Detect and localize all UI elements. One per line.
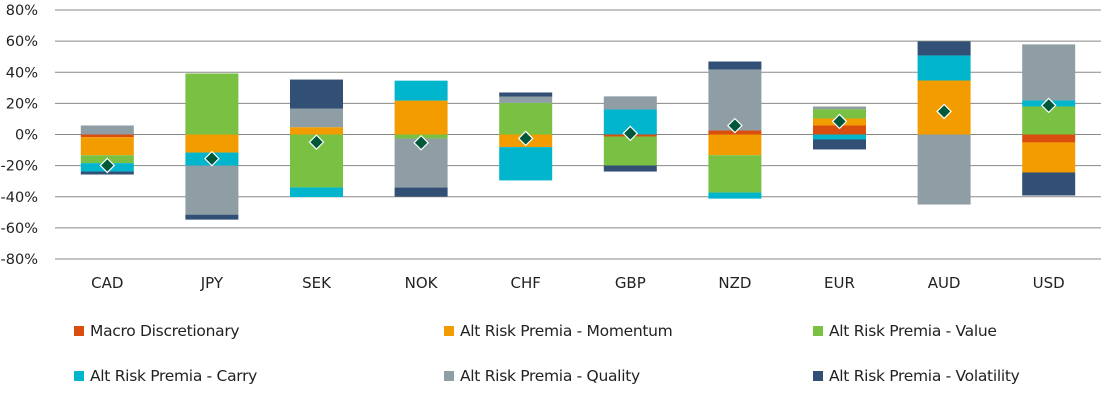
y-tick-label: 60% — [6, 34, 38, 50]
bar-segment — [813, 134, 866, 140]
bar-segment — [813, 106, 866, 110]
x-tick-label: SEK — [302, 274, 332, 292]
bar-segment — [917, 41, 971, 56]
y-tick-label: 0% — [15, 128, 38, 144]
y-tick-label: 80% — [6, 3, 38, 19]
bar-segment — [290, 108, 343, 128]
legend-label: Alt Risk Premia - Value — [829, 322, 997, 340]
y-tick-label: -20% — [1, 159, 38, 175]
bars — [80, 41, 1076, 220]
bar-segment — [499, 102, 553, 135]
bar-segment — [603, 96, 657, 110]
bar-segment — [394, 100, 448, 135]
bar-segment — [290, 127, 343, 135]
bar-segment — [813, 139, 866, 150]
x-tick-label: NOK — [405, 274, 439, 292]
total-markers — [99, 97, 1057, 174]
bar-segment — [708, 61, 762, 70]
y-tick-label: -60% — [1, 221, 38, 237]
legend-label: Alt Risk Premia - Momentum — [460, 322, 673, 340]
bar-stack-aud — [917, 41, 971, 205]
total-marker — [413, 134, 429, 151]
total-marker — [1040, 97, 1057, 114]
total-marker — [727, 117, 743, 134]
y-tick-label: -40% — [1, 190, 38, 206]
total-marker — [99, 157, 116, 174]
x-tick-label: JPY — [200, 274, 224, 292]
x-tick-label: USD — [1033, 274, 1065, 292]
bar-segment — [394, 187, 448, 197]
bar-stack-chf — [499, 92, 553, 181]
bar-segment — [603, 136, 657, 166]
x-tick-label: EUR — [824, 274, 855, 292]
total-marker — [204, 150, 220, 167]
bar-segment — [290, 79, 343, 109]
bar-segment — [1022, 172, 1076, 196]
bar-segment — [1022, 44, 1076, 101]
bar-segment — [185, 214, 239, 220]
bar-segment — [813, 125, 866, 135]
legend-label: Alt Risk Premia - Carry — [90, 367, 258, 385]
legend-item: Macro Discretionary — [74, 322, 240, 340]
bar-segment — [185, 134, 239, 153]
bar-segment — [185, 165, 239, 215]
bar-segment — [708, 134, 762, 156]
y-axis-ticks: 80% 60% 40% 20% 0% -20% -40% -60% -80% — [1, 3, 38, 268]
total-marker — [308, 134, 325, 150]
x-tick-label: NZD — [718, 274, 751, 292]
bar-segment — [917, 134, 971, 205]
bar-segment — [80, 137, 134, 156]
bar-stack-gbp — [603, 96, 657, 172]
bar-stack-nok — [394, 80, 448, 197]
bar-segment — [499, 147, 553, 181]
total-marker — [936, 103, 952, 120]
y-tick-label: -80% — [1, 252, 38, 268]
bar-stack-usd — [1022, 44, 1076, 196]
legend-item: Alt Risk Premia - Carry — [74, 367, 257, 385]
bar-segment — [394, 80, 448, 101]
total-marker — [622, 125, 639, 142]
legend-swatch — [74, 371, 84, 381]
stacked-bar-chart: 80% 60% 40% 20% 0% -20% -40% -60% -80% CAD JPY SEK… — [1, 3, 1101, 292]
bar-segment — [80, 134, 134, 138]
bar-segment — [708, 192, 762, 199]
bar-segment — [1022, 142, 1076, 173]
legend-swatch — [813, 326, 823, 336]
legend-swatch — [813, 371, 823, 381]
bar-segment — [80, 125, 134, 135]
bar-segment — [708, 155, 762, 193]
legend-item: Alt Risk Premia - Value — [813, 322, 997, 340]
total-marker — [517, 130, 534, 147]
bar-segment — [185, 73, 239, 135]
y-tick-label: 20% — [6, 96, 38, 112]
x-tick-label: GBP — [615, 274, 646, 292]
bar-stack-jpy — [185, 73, 239, 220]
bar-segment — [499, 96, 553, 103]
x-tick-label: AUD — [928, 274, 961, 292]
legend-label: Macro Discretionary — [90, 322, 240, 340]
legend-label: Alt Risk Premia - Volatility — [829, 367, 1020, 385]
legend-swatch — [74, 326, 84, 336]
x-axis-ticks: CAD JPY SEK NOK CHF GBP NZD EUR AUD USD — [91, 274, 1065, 292]
total-marker — [831, 113, 848, 130]
y-tick-label: 40% — [6, 65, 38, 81]
bar-segment — [499, 92, 553, 97]
bar-segment — [1022, 134, 1076, 143]
legend-item: Alt Risk Premia - Momentum — [444, 322, 673, 340]
bar-segment — [917, 55, 971, 81]
legend-swatch — [444, 371, 454, 381]
x-tick-label: CHF — [511, 274, 541, 292]
bar-segment — [290, 187, 343, 198]
x-tick-label: CAD — [91, 274, 123, 292]
legend-item: Alt Risk Premia - Quality — [444, 367, 640, 385]
legend-label: Alt Risk Premia - Quality — [460, 367, 640, 385]
bar-segment — [603, 165, 657, 172]
legend-swatch — [444, 326, 454, 336]
legend-item: Alt Risk Premia - Volatility — [813, 367, 1020, 385]
